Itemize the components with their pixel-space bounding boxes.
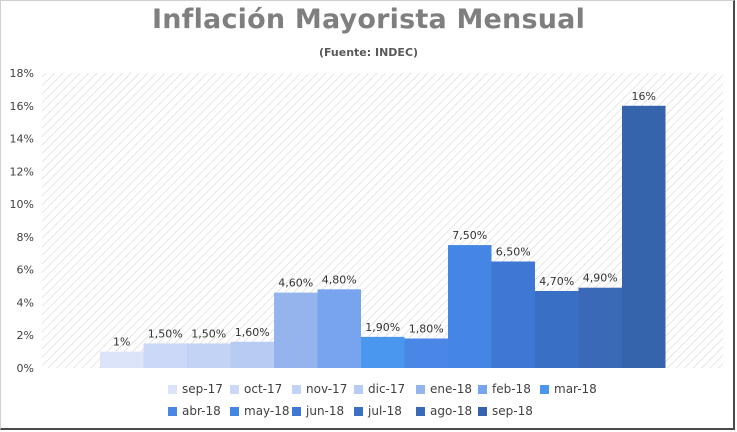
y-tick-label: 8%: [17, 231, 34, 244]
bar-ene-18: [274, 292, 318, 368]
legend-swatch: [478, 384, 487, 394]
data-label: 1%: [113, 336, 130, 349]
legend-swatch: [168, 384, 177, 394]
y-tick-label: 16%: [10, 100, 34, 113]
bar-abr-18: [404, 338, 448, 368]
bar-jul-18: [535, 290, 579, 368]
legend-row: sep-17 oct-17 nov-17 dic-17 ene-18 feb-18 mar-…: [140, 382, 597, 404]
y-tick-label: 4%: [17, 296, 34, 309]
data-label: 4,90%: [583, 272, 618, 285]
bar-sep-17: [100, 351, 144, 368]
data-label: 1,50%: [191, 327, 226, 340]
bar-may-18: [448, 245, 492, 368]
legend-item-oct-17: oct-17: [230, 382, 282, 396]
legend-label: jul-18: [368, 404, 402, 418]
legend-swatch: [230, 406, 239, 416]
legend-item-sep-17: sep-17: [168, 382, 223, 396]
legend-swatch: [478, 406, 487, 416]
legend-swatch: [230, 384, 239, 394]
legend-swatch: [416, 384, 425, 394]
legend-swatch: [354, 406, 363, 416]
data-label: 4,80%: [322, 273, 357, 286]
legend-label: feb-18: [492, 382, 531, 396]
bar-sep-18: [622, 105, 666, 369]
legend-item-ago-18: ago-18: [416, 404, 472, 418]
bars: [100, 105, 666, 369]
y-tick-label: 14%: [10, 133, 34, 146]
bar-oct-17: [143, 343, 187, 368]
legend-item-may-18: may-18: [230, 404, 290, 418]
legend-label: mar-18: [554, 382, 597, 396]
legend-item-sep-18: sep-18: [478, 404, 533, 418]
bar-mar-18: [361, 336, 405, 368]
legend-row: abr-18 may-18 jun-18 jul-18 ago-18 sep-18: [140, 404, 580, 426]
legend-label: dic-17: [368, 382, 406, 396]
legend-label: oct-17: [244, 382, 283, 396]
legend-swatch: [540, 384, 549, 394]
legend-item-nov-17: nov-17: [292, 382, 347, 396]
legend-swatch: [168, 406, 177, 416]
data-label: 7,50%: [452, 229, 487, 242]
chart-subtitle: (Fuente: INDEC): [318, 46, 419, 59]
legend-item-feb-18: feb-18: [478, 382, 531, 396]
legend-swatch: [292, 384, 301, 394]
y-tick-label: 12%: [10, 165, 34, 178]
legend-label: nov-17: [306, 382, 348, 396]
legend-label: sep-17: [182, 382, 223, 396]
y-tick-label: 18%: [10, 67, 34, 80]
bar-dic-17: [230, 341, 274, 368]
legend-label: ene-18: [430, 382, 472, 396]
y-tick-label: 10%: [10, 198, 34, 211]
legend-item-jul-18: jul-18: [354, 404, 402, 418]
legend-label: sep-18: [492, 404, 533, 418]
legend-swatch: [292, 406, 301, 416]
data-label: 1,80%: [409, 323, 444, 336]
y-axis: 0% 2% 4% 6% 8% 10% 12% 14% 16% 18%: [10, 67, 34, 375]
chart-title: Inflación Mayorista Mensual: [151, 4, 586, 35]
legend-item-abr-18: abr-18: [168, 404, 221, 418]
legend-label: abr-18: [182, 404, 221, 418]
legend-swatch: [354, 384, 363, 394]
y-tick-label: 0%: [17, 362, 34, 375]
data-label: 4,60%: [278, 277, 313, 290]
bar-feb-18: [317, 289, 361, 368]
data-label: 6,50%: [496, 245, 531, 258]
bar-nov-17: [187, 343, 231, 368]
legend-item-ene-18: ene-18: [416, 382, 472, 396]
data-labels: 1% 1,50% 1,50% 1,60% 4,60% 4,80% 1,90% 1,80% 7,5…: [113, 90, 656, 349]
data-label: 1,60%: [235, 326, 270, 339]
legend-label: may-18: [244, 404, 290, 418]
bar-ago-18: [578, 287, 622, 368]
data-label: 1,90%: [365, 321, 400, 334]
legend-item-mar-18: mar-18: [540, 382, 597, 396]
legend-label: jun-18: [306, 404, 345, 418]
y-tick-label: 6%: [17, 264, 34, 277]
data-label: 4,70%: [539, 275, 574, 288]
y-tick-label: 2%: [17, 329, 34, 342]
bar-jun-18: [491, 261, 535, 368]
legend-swatch: [416, 406, 425, 416]
legend: sep-17 oct-17 nov-17 dic-17 ene-18 feb-18 mar-…: [140, 382, 597, 426]
data-label: 16%: [632, 90, 656, 103]
legend-label: ago-18: [430, 404, 473, 418]
data-label: 1,50%: [148, 327, 183, 340]
legend-item-jun-18: jun-18: [292, 404, 344, 418]
legend-item-dic-17: dic-17: [354, 382, 405, 396]
